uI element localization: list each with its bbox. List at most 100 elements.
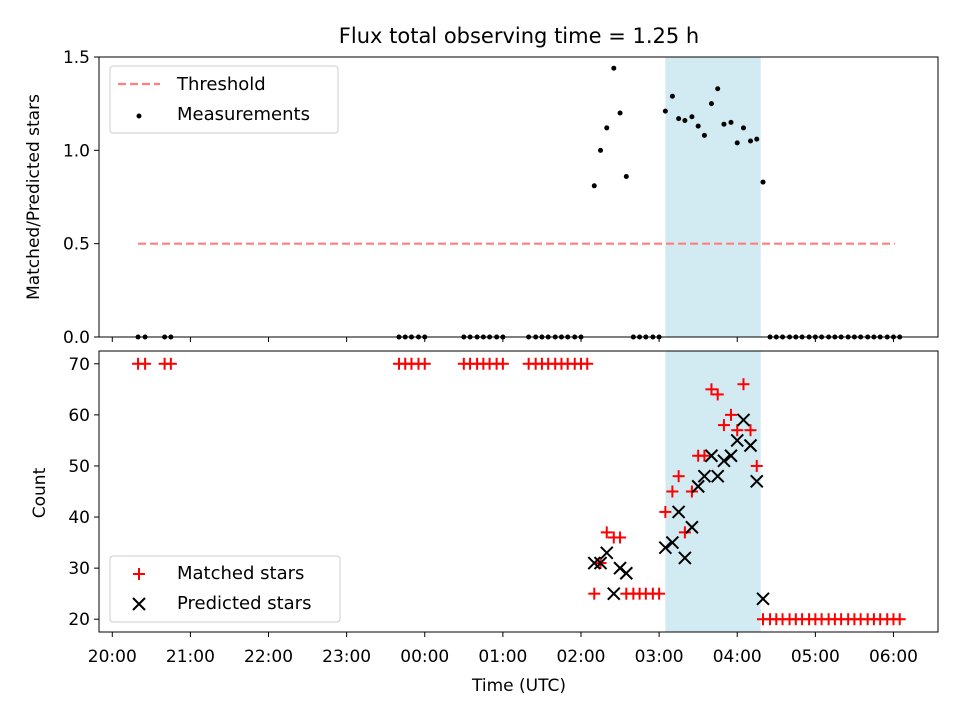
predicted-star-marker [658,540,673,555]
bottom-ytick-label: 60 [68,406,90,426]
matched-star-marker [893,613,906,626]
xtick-label: 06:00 [869,647,918,667]
ratio-panel: 0.0 0.5 1.0 1.5 Matched/Predicted stars Thr… [24,48,939,348]
measurement-point [754,136,760,142]
measurement-point [623,173,629,179]
predicted-star-marker [697,469,712,483]
top-axes-frame [98,56,939,338]
measurement-point [734,140,740,146]
matched-star-marker [737,378,750,391]
legend-matched-label: Matched stars [177,563,304,584]
matched-star-marker [666,485,679,498]
top-observing-span [665,57,761,337]
measurement-point [611,65,617,71]
bottom-legend-box [109,555,341,623]
bottom-ytick-label: 20 [68,610,90,630]
measurement-point [728,119,734,125]
predicted-star-marker [619,566,634,580]
legend-predicted-label: Predicted stars [177,593,311,614]
predicted-star-marker [736,413,751,427]
matched-star-marker [659,505,672,518]
bottom-ytick-label: 70 [68,355,90,375]
xtick-label: 03:00 [635,647,684,667]
measurement-point [748,138,754,144]
bottom-axes-frame [98,350,939,633]
xtick-label: 20:00 [88,647,137,667]
predicted-star-marker [671,505,686,519]
matched-star-marker [672,470,685,483]
matched-star-marker [750,459,763,472]
predicted-star-marker [743,438,758,453]
legend-predicted-swatch [132,597,146,611]
bottom-y-axis-label: Count [30,467,50,518]
bottom-legend: Matched stars Predicted stars [109,555,341,623]
top-ytick-label: 0.0 [63,328,90,348]
xtick-label: 04:00 [713,647,762,667]
xtick-label: 02:00 [556,647,605,667]
measurement-point [617,110,623,116]
top-y-axis-label: Matched/Predicted stars [24,94,44,300]
measurement-point [591,183,597,189]
predicted-star-marker [665,535,680,550]
top-ytick-label: 0.5 [63,235,90,255]
measurement-point [721,121,727,127]
matched-star-marker [711,388,724,401]
matched-star-marker [717,419,730,432]
legend-threshold-label: Threshold [176,74,266,95]
xtick-label: 05:00 [791,647,840,667]
measurement-point [676,116,682,122]
measurement-point [662,108,668,114]
matched-star-marker [418,357,431,370]
xtick-label: 00:00 [400,647,449,667]
matched-star-marker [653,587,666,600]
bottom-ytick-label: 50 [68,457,90,477]
predicted-star-marker [704,449,719,463]
predicted-star-marker [593,556,608,570]
measurement-point [715,86,721,92]
xtick-label: 21:00 [166,647,215,667]
predicted-star-marker [717,454,731,468]
xtick-label: 01:00 [478,647,527,667]
matched-star-markers [132,357,906,626]
measurement-point [682,117,688,123]
top-ytick-label: 1.0 [63,141,90,161]
measurement-point [708,101,714,107]
matched-star-marker [614,531,627,544]
predicted-star-marker [587,556,601,570]
measurement-point [740,125,746,131]
predicted-star-marker [607,586,621,601]
measurement-point [701,132,707,138]
matched-star-marker [678,526,691,539]
matched-star-marker [698,449,711,462]
measurement-point [695,123,701,129]
count-panel: 20 30 40 50 60 70 20:00 21:00 22:00 23:00 00:00 01… [30,350,939,696]
measurement-point [760,179,766,185]
chart-title: Flux total observing time = 1.25 h [339,24,699,48]
matched-star-marker [139,357,152,370]
measurement-point [604,125,610,131]
x-axis-label: Time (UTC) [471,676,566,696]
predicted-star-marker [730,433,744,448]
predicted-star-marker [678,551,692,565]
predicted-star-marker [724,449,738,463]
matched-star-marker [164,357,177,370]
predicted-star-marker [756,592,770,606]
matched-star-marker [588,587,601,600]
top-ytick-label: 1.5 [63,48,90,68]
bottom-ytick-label: 30 [68,559,90,579]
predicted-star-marker [691,479,705,494]
legend-measurements-label: Measurements [177,104,310,125]
matched-star-marker [724,408,737,421]
top-legend: Threshold Measurements [109,65,339,134]
legend-measurement-swatch [136,113,142,119]
predicted-star-markers [587,413,770,606]
xtick-label: 22:00 [244,647,293,667]
measurement-point [689,114,695,120]
predicted-star-marker [685,520,699,534]
matched-star-marker [581,357,594,370]
matched-star-marker [496,357,509,370]
matched-star-marker [600,526,613,539]
legend-matched-swatch [133,568,145,580]
bottom-ytick-label: 40 [68,508,90,528]
